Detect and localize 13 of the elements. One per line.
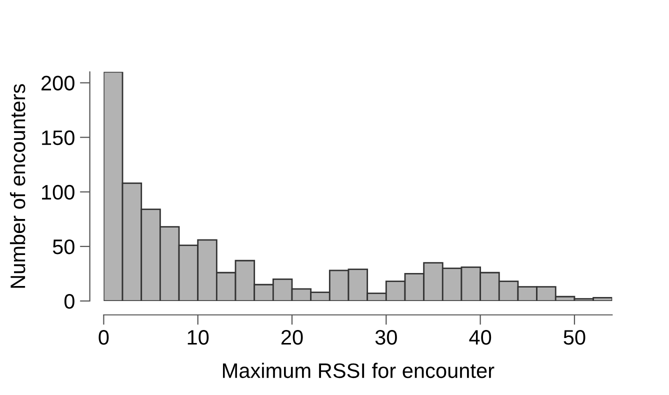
x-tick-label: 40 <box>469 330 492 345</box>
x-tick-label: 30 <box>375 330 397 345</box>
x-tick-label: 0 <box>98 330 109 345</box>
y-tick-label: 50 <box>52 239 74 254</box>
y-axis-title: Number of encounters <box>10 84 26 288</box>
y-tick-label: 100 <box>42 184 74 200</box>
y-tick-label: 0 <box>64 294 74 309</box>
x-tick-label: 50 <box>564 330 586 345</box>
x-axis-title: Maximum RSSI for encounter <box>223 362 494 378</box>
y-tick-label: 150 <box>42 130 74 146</box>
y-tick-label: 200 <box>42 76 74 91</box>
x-tick-label: 20 <box>281 330 303 345</box>
x-tick-label: 10 <box>188 330 209 345</box>
